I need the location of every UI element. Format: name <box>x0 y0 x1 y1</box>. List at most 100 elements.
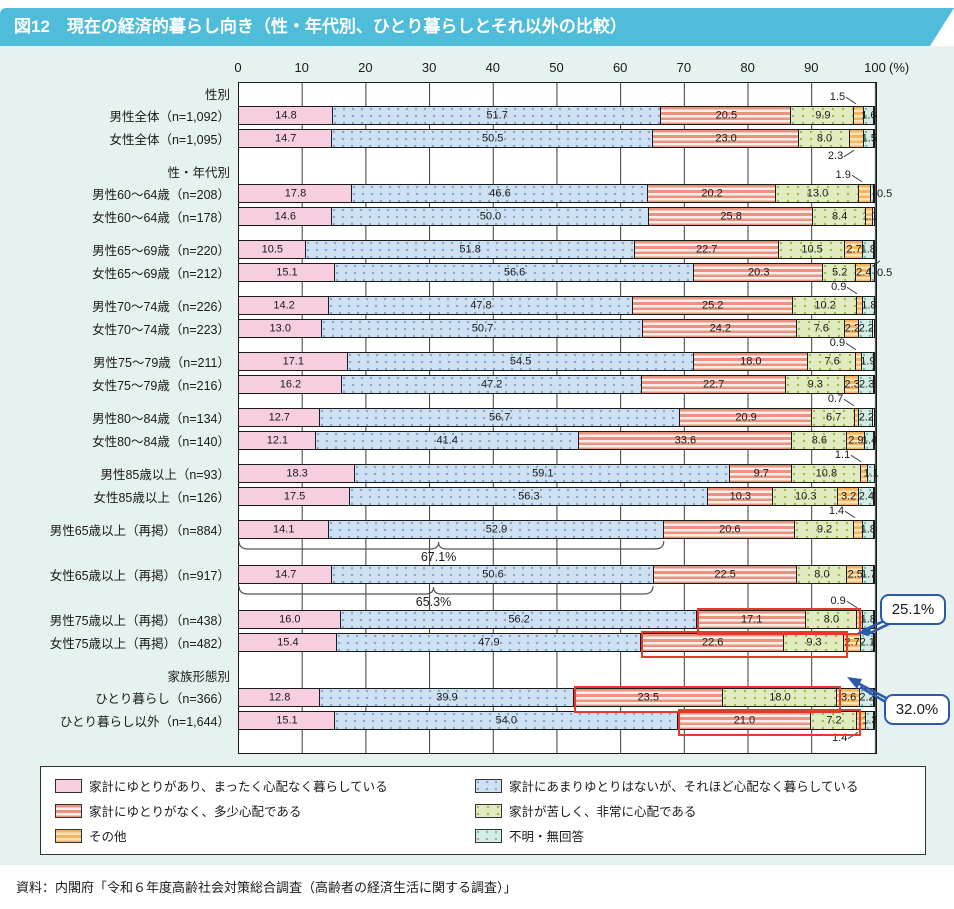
group-label: 性別 <box>204 87 230 102</box>
bar-segment-fumei <box>859 320 874 337</box>
bar-segment-amari <box>332 107 662 124</box>
bar-segment-yutori <box>239 264 335 281</box>
callout-value: 1.5 <box>829 91 846 103</box>
segment-value: 18.0 <box>769 691 791 703</box>
bar-segment-kurushii <box>807 353 857 370</box>
bar-segment-kurushii <box>784 634 844 651</box>
callout-connector <box>872 260 881 267</box>
segment-value: 10.5 <box>801 243 823 255</box>
bar-segment-sonota <box>845 241 863 258</box>
bar-segment-sonota <box>844 376 860 393</box>
segment-value: 2.2 <box>858 322 875 334</box>
callout-value: 0.5 <box>877 188 893 200</box>
callout-connector <box>843 398 855 407</box>
segment-value: 3.2 <box>840 490 857 502</box>
bar-segment-yutori <box>239 208 332 225</box>
bar-cell: 17.5 56.3 10.3 10.3 3.2 2.4 <box>238 487 875 506</box>
segment-value: 41.4 <box>436 434 458 446</box>
segment-value: 2.5 <box>847 568 863 580</box>
bar-segment-kurushii <box>812 409 855 426</box>
legend-label: 家計にゆとりがなく、多少心配である <box>89 805 302 819</box>
legend-column: 家計にあまりゆとりはないが、それほど心配なく暮らしている 家計が苦しく、非常に心配… <box>475 776 858 845</box>
group-header-row: 家族形態別 <box>0 666 954 684</box>
bar-segment-yutori <box>239 634 337 651</box>
bar-segment-naku <box>649 208 814 225</box>
bar-segment-fumei <box>859 409 874 426</box>
axis-tick: 10 <box>294 60 309 75</box>
segment-value: 47.8 <box>470 299 492 311</box>
axis-tick: 100 <box>864 60 886 75</box>
bar-segment-amari <box>340 611 698 628</box>
legend-item-sonota: その他 <box>55 826 475 845</box>
segment-value: 47.2 <box>481 378 503 390</box>
bar-segment-naku <box>578 432 793 449</box>
bar-segment-amari <box>336 634 641 651</box>
segment-value: 9.7 <box>753 467 769 479</box>
segment-value: 8.4 <box>832 210 848 222</box>
table-row: 男性75歳以上（再掲）（n=438） 16.0 56.2 17.1 8.0 1.8 0.9 <box>0 596 954 635</box>
bar-segment-fumei <box>861 353 874 370</box>
bar-segment-sonota <box>856 264 872 281</box>
segment-value: 50.7 <box>471 322 494 334</box>
highlight-box <box>677 709 861 736</box>
row-label: 女性85歳以上（n=126） <box>93 491 230 505</box>
segment-value: 56.6 <box>503 266 526 278</box>
segment-value: 1.6 <box>861 109 877 121</box>
bar-segment-naku <box>653 566 797 583</box>
axis: 0 10 20 30 40 50 60 70 80 90 100 (%) <box>0 56 954 82</box>
segment-value: 20.2 <box>701 187 723 199</box>
segment-value: 23.0 <box>715 132 737 144</box>
bar-segment-yutori <box>239 297 330 314</box>
bar-segment-yutori <box>239 465 356 482</box>
bar-segment-sonota <box>856 712 866 729</box>
group-label: 性・年代別 <box>167 165 230 180</box>
axis-tick: 0 <box>234 60 242 75</box>
segment-value: 10.5 <box>261 243 284 255</box>
row-label: 男性全体（n=1,092） <box>109 110 230 124</box>
axis-tick: 50 <box>549 60 564 75</box>
stacked-bar: 14.8 51.7 20.5 9.9 1.6 1.5 <box>238 92 877 125</box>
bar-segment-yutori <box>239 353 348 370</box>
bar-segment-kurushii <box>796 566 848 583</box>
segment-value: 1.9 <box>860 355 876 367</box>
axis-ticks: 0 10 20 30 40 50 60 70 80 90 100 (%) <box>234 56 909 82</box>
group-header-row: 性別 <box>0 84 954 102</box>
bar-segment-yutori <box>239 241 306 258</box>
callout-value: 2.3 <box>827 150 844 162</box>
segment-value: 21.0 <box>733 714 756 726</box>
table-row: 男性65～69歳（n=220） 10.5 51.8 22.7 10.5 2.7 1.8 <box>0 240 954 259</box>
row-label: 女性65～69歳（n=212） <box>92 267 230 281</box>
bar-cell: 18.3 59.1 9.7 10.8 1.1 1.1 <box>238 450 879 483</box>
segment-value: 17.1 <box>741 613 763 625</box>
segment-value: 1.8 <box>861 299 877 311</box>
segment-value: 33.6 <box>674 434 697 446</box>
row-label: 女性65歳以上（再掲）（n=917） <box>49 569 230 583</box>
table-row: 女性65～69歳（n=212） 15.1 56.6 20.3 5.2 2.4 0.5 <box>0 260 954 282</box>
callout-value: 0.5 <box>877 267 893 279</box>
bar-segment-yutori <box>239 488 351 505</box>
table-row: ひとり暮らし以外（n=1,644） 15.1 54.0 21.0 7.2 1.3 1.4 <box>0 709 954 744</box>
bar-cell: 14.7 50.5 23.0 8.0 1.5 2.3 <box>238 129 877 162</box>
segment-value: 12.7 <box>268 411 291 423</box>
axis-unit: (%) <box>889 60 910 75</box>
segment-value: 1.8 <box>860 243 876 255</box>
segment-value: 25.8 <box>720 210 742 222</box>
segment-value: 8.0 <box>814 568 830 580</box>
bar-segment-yutori <box>239 409 320 426</box>
stacked-bar: 16.2 47.2 22.7 9.3 2.3 2.3 <box>238 375 875 394</box>
segment-value: 20.9 <box>735 411 757 423</box>
segment-value: 14.6 <box>274 210 297 222</box>
segment-value: 20.6 <box>719 523 741 535</box>
segment-value: 9.3 <box>806 636 822 648</box>
bar-segment-amari <box>321 320 644 337</box>
bar-segment-sonota <box>845 320 860 337</box>
bar-segment-sonota <box>847 566 864 583</box>
table-row: 男性60～64歳（n=208） 17.8 46.6 20.2 13.0 1.9 0.5 <box>0 170 954 203</box>
bar-segment-sonota <box>860 465 868 482</box>
segment-value: 59.1 <box>532 467 554 479</box>
segment-value: 50.6 <box>482 568 504 580</box>
segment-value: 22.5 <box>714 568 736 580</box>
callout-value: 0.9 <box>830 595 846 607</box>
legend-item-kurushii: 家計が苦しく、非常に心配である <box>475 801 858 820</box>
bar-segment-amari <box>328 521 665 538</box>
